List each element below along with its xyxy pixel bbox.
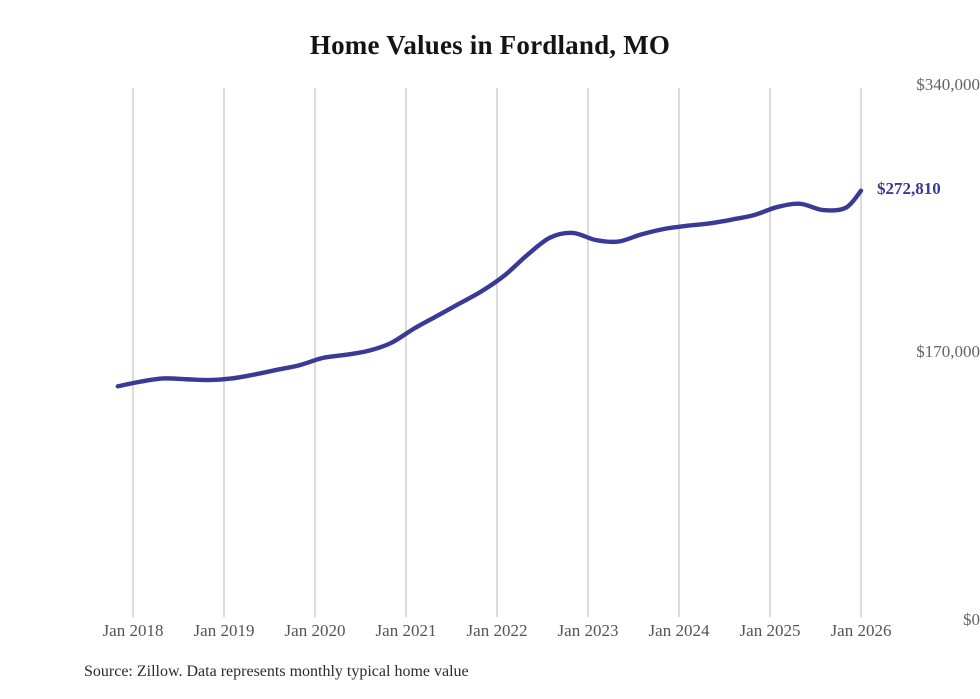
x-axis-tick-label-jan-2024: Jan 2024 (648, 621, 710, 640)
x-axis-tick-label-jan-2025: Jan 2025 (739, 621, 801, 640)
y-axis-tick-label-middle: $170,000 (916, 342, 980, 361)
source-note: Source: Zillow. Data represents monthly … (84, 663, 469, 680)
endpoint-value-annotation: $272,810 (877, 178, 941, 198)
x-axis-tick-label-jan-2020: Jan 2020 (284, 621, 346, 640)
x-axis-gridlines (132, 88, 862, 617)
y-axis-tick-label-bottom: $0 (963, 610, 980, 629)
x-axis-tick-label-jan-2019: Jan 2019 (193, 621, 255, 640)
y-axis-tick-label-top: $340,000 (916, 75, 980, 94)
x-axis-tick-label-jan-2026: Jan 2026 (830, 621, 892, 640)
chart-title: Home Values in Fordland, MO (309, 30, 671, 60)
series-line-typical-home-value (115, 188, 864, 389)
x-axis-tick-label-jan-2022: Jan 2022 (466, 621, 528, 640)
x-axis-tick-label-jan-2021: Jan 2021 (375, 621, 437, 640)
x-axis-tick-label-jan-2018: Jan 2018 (102, 621, 164, 640)
x-axis-tick-label-jan-2023: Jan 2023 (557, 621, 619, 640)
